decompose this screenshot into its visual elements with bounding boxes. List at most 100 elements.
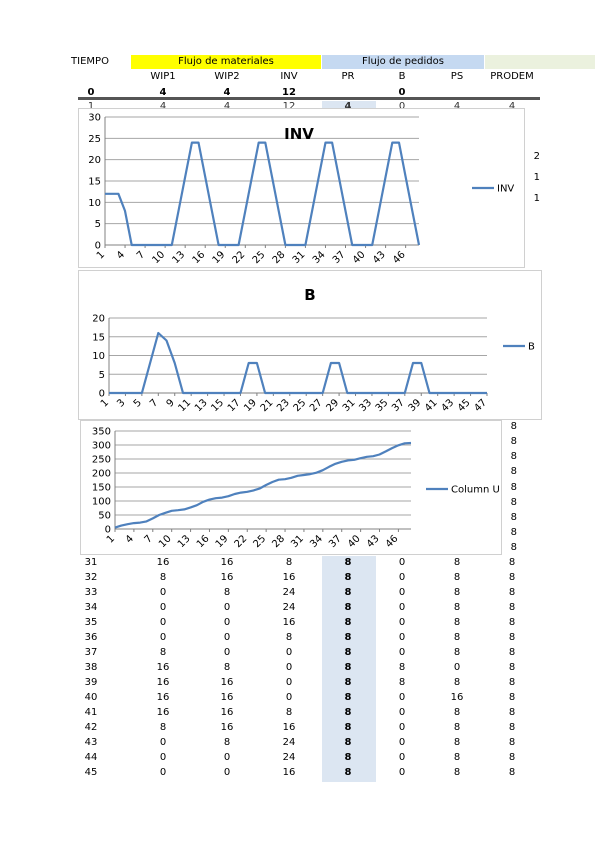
cell-wip1: 8 [159, 722, 167, 733]
cell-wip1: 16 [156, 662, 170, 673]
cell-b: 0 [398, 557, 406, 568]
y-tick-label: 20 [88, 155, 101, 166]
row1-b: 0 [398, 101, 406, 112]
x-tick-label: 46 [384, 533, 401, 550]
cell-wip1: 0 [159, 632, 167, 643]
y-tick-label: 10 [92, 351, 105, 362]
cell-pr: 8 [344, 617, 352, 628]
col-head-wip2: WIP2 [214, 71, 240, 82]
side-value: 8 [510, 421, 517, 432]
series-line-b [109, 331, 487, 395]
cell-b: 0 [398, 587, 406, 598]
cell-pr: 8 [344, 737, 352, 748]
pr-column-highlight-lower [322, 556, 376, 782]
x-tick-label: 4 [115, 249, 127, 261]
x-tick-label: 10 [150, 249, 167, 266]
cell-inv: 16 [282, 722, 296, 733]
cell-wip2: 0 [223, 617, 231, 628]
x-tick-label: 31 [289, 533, 306, 550]
cell-t: 33 [84, 587, 98, 598]
column-u-chart-svg: 0 50 100 150 200 250 300 350 1 4 7 10 13 16 19 22 25 28 31… [92, 427, 500, 551]
x-tick-label: 35 [374, 397, 391, 414]
cell-t: 39 [84, 677, 98, 688]
x-tick-label: 1 [99, 397, 111, 409]
x-tick-label: 5 [132, 397, 144, 409]
y-tick-label: 250 [92, 455, 111, 466]
table-row: 45 0 0 16 8 0 8 8 [0, 767, 599, 782]
x-tick-label: 37 [331, 249, 348, 266]
x-tick-label: 22 [231, 249, 248, 266]
x-tick-label: 13 [176, 533, 193, 550]
chart-title: INV [284, 125, 314, 143]
cell-wip2: 16 [220, 677, 234, 688]
cell-t: 34 [84, 602, 98, 613]
cell-t: 32 [84, 572, 98, 583]
cell-b: 0 [398, 647, 406, 658]
cell-pr: 8 [344, 602, 352, 613]
legend-label: B [528, 342, 535, 353]
cell-ps: 8 [453, 632, 461, 643]
x-tick-label: 10 [157, 533, 174, 550]
side-value: 8 [510, 466, 517, 477]
cell-ps: 8 [453, 572, 461, 583]
y-tick-label: 200 [92, 469, 111, 480]
table-row: 31 16 16 8 8 0 8 8 [0, 557, 599, 572]
cell-t: 44 [84, 752, 98, 763]
cell-pr: 8 [344, 767, 352, 778]
x-tick-label: 7 [148, 397, 160, 409]
cell-wip2: 16 [220, 707, 234, 718]
cell-ps: 8 [453, 752, 461, 763]
y-tick-label: 350 [92, 427, 111, 438]
cell-inv: 24 [282, 587, 296, 598]
flujo-materiales-band: Flujo de materiales [131, 55, 321, 69]
col-head-inv: INV [280, 71, 298, 82]
x-tick-label: 9 [165, 397, 177, 409]
cell-t: 40 [84, 692, 98, 703]
x-tick-label: 4 [124, 533, 136, 545]
table-row: 43 0 8 24 8 0 8 8 [0, 737, 599, 752]
cell-wip2: 0 [223, 632, 231, 643]
side-value: 1 [533, 172, 540, 183]
x-tick-label: 43 [439, 397, 456, 414]
cell-inv: 24 [282, 602, 296, 613]
side-value: 8 [510, 436, 517, 447]
cell-wip1: 0 [159, 587, 167, 598]
cell-pr: 8 [344, 557, 352, 568]
legend-label: Column U [451, 485, 500, 496]
cell-wip2: 8 [223, 737, 231, 748]
cell-wip1: 0 [159, 767, 167, 778]
cell-wip1: 8 [159, 647, 167, 658]
x-tick-label: 16 [195, 533, 212, 550]
table-row: 34 0 0 24 8 0 8 8 [0, 602, 599, 617]
inv-chart: 0 5 10 15 20 25 30 1 4 7 10 13 16 19 22 25 28 31 34 37 40 43 4… [78, 108, 525, 268]
x-tick-label: 3 [115, 397, 127, 409]
x-tick-label: 28 [270, 533, 287, 550]
cell-inv: 16 [282, 572, 296, 583]
x-tick-label: 17 [226, 397, 243, 414]
table-row: 35 0 0 16 8 0 8 8 [0, 617, 599, 632]
cell-b: 0 [398, 737, 406, 748]
cell-pr: 8 [344, 647, 352, 658]
cell-pr: 8 [344, 572, 352, 583]
x-tick-label: 25 [251, 249, 268, 266]
cell-pr: 8 [344, 632, 352, 643]
x-tick-label: 15 [209, 397, 226, 414]
cell-inv: 0 [285, 662, 293, 673]
y-tick-label: 10 [88, 198, 101, 209]
cell-prodem: 8 [508, 632, 516, 643]
cell-ps: 8 [453, 707, 461, 718]
x-tick-label: 47 [472, 397, 489, 414]
side-value: 8 [510, 497, 517, 508]
cell-b: 0 [398, 722, 406, 733]
cell-b: 0 [398, 617, 406, 628]
tiempo-header: TIEMPO [71, 56, 109, 67]
cell-prodem: 8 [508, 677, 516, 688]
x-tick-label: 31 [291, 249, 308, 266]
col-head-pr: PR [341, 71, 355, 82]
cell-prodem: 8 [508, 587, 516, 598]
cell-wip1: 16 [156, 707, 170, 718]
side-value: 8 [510, 451, 517, 462]
x-tick-label: 40 [351, 249, 368, 266]
cell-ps: 8 [453, 617, 461, 628]
table-row: 44 0 0 24 8 0 8 8 [0, 752, 599, 767]
